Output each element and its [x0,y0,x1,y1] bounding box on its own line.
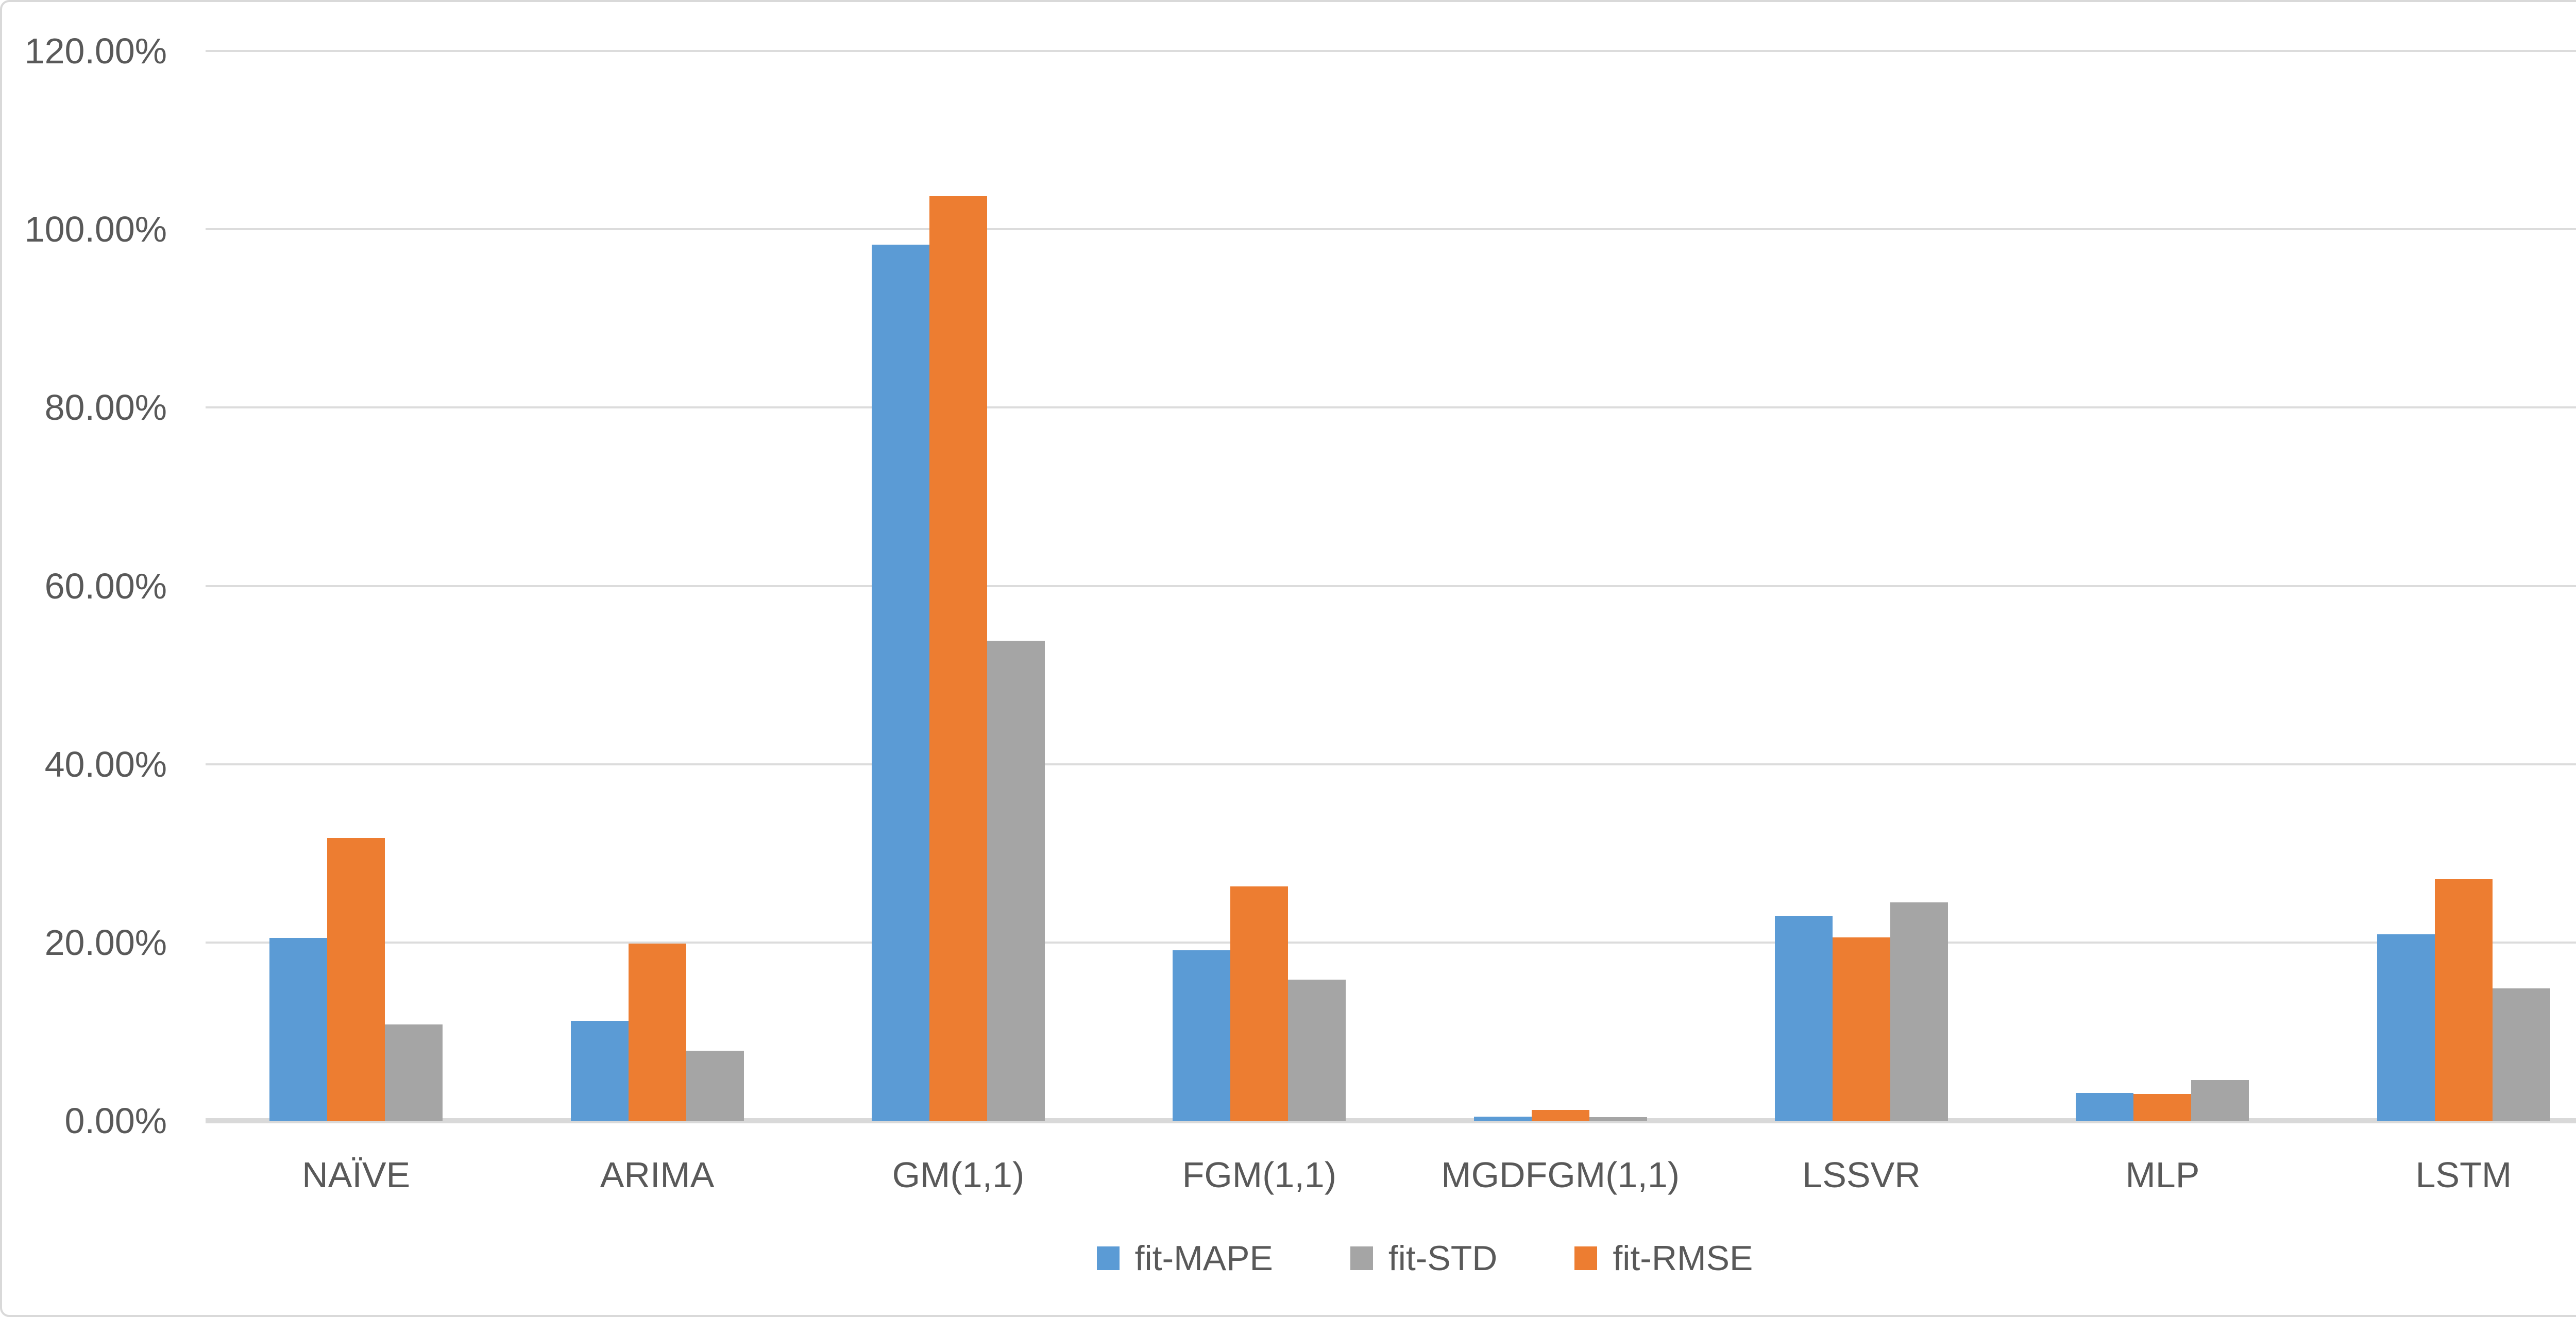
bar [871,245,929,1121]
category-label: GM(1,1) [892,1155,1025,1195]
legend-swatch [1096,1246,1120,1270]
gridline [206,941,2576,944]
left-axis-tick-label: 0.00% [64,1101,167,1141]
legend: fit-MAPE fit-STD fit-RMSE [2,1241,2576,1276]
bar [1890,902,1948,1121]
category-label: MLP [2125,1155,2200,1195]
x-axis: NAÏVE ARIMA GM(1,1) FGM(1,1) MGDFGM(1,1) LSSV… [206,1157,2576,1213]
left-axis-tick-label: 100.00% [24,209,167,250]
bar [987,641,1045,1121]
legend-item: fit-MAPE [1096,1239,1273,1278]
category-label: LSTM [2415,1155,2512,1195]
bar [2492,988,2550,1121]
bar [2076,1093,2134,1121]
legend-swatch [1350,1246,1373,1270]
bar [1230,886,1289,1121]
legend-swatch [1574,1246,1598,1270]
bar [2434,879,2493,1121]
category-label: LSSVR [1802,1155,1921,1195]
left-axis-tick-label: 120.00% [24,31,167,71]
bar [1473,1117,1532,1121]
bar [1531,1110,1589,1121]
category-label: ARIMA [600,1155,715,1195]
bar [269,938,328,1121]
gridline [206,406,2576,409]
x-axis-line [206,1118,2576,1123]
legend-item: fit-RMSE [1574,1241,1753,1276]
bar [628,944,686,1121]
legend-label: fit-MAPE [1134,1239,1273,1278]
left-axis: 120.00% 100.00% 80.00% 60.00% 40.00% 20.00% 0.… [2,33,167,1139]
bar [2377,934,2435,1121]
gridline [206,763,2576,765]
legend-label: fit-STD [1388,1239,1498,1278]
plot-area [206,50,2576,1123]
left-axis-tick-label: 80.00% [44,387,167,428]
legend-item: fit-STD [1350,1239,1498,1278]
bar [327,838,385,1121]
category-label: MGDFGM(1,1) [1441,1155,1680,1195]
bar [1288,980,1346,1121]
gridline [206,50,2576,52]
gridline [206,585,2576,587]
gridline [206,228,2576,231]
bar [1833,937,1891,1121]
category-label: FGM(1,1) [1182,1155,1337,1195]
bar [1589,1117,1647,1121]
legend-label: fit-RMSE [1613,1239,1753,1278]
left-axis-tick-label: 20.00% [44,922,167,963]
bar [570,1021,629,1121]
bar [385,1024,443,1121]
bar [929,196,987,1121]
bar [2191,1080,2249,1121]
bar [686,1051,744,1121]
bar [1775,916,1833,1121]
category-label: NAÏVE [302,1155,411,1195]
left-axis-tick-label: 40.00% [44,744,167,784]
bar [2133,1094,2192,1121]
bar [1173,950,1231,1121]
left-axis-tick-label: 60.00% [44,566,167,606]
